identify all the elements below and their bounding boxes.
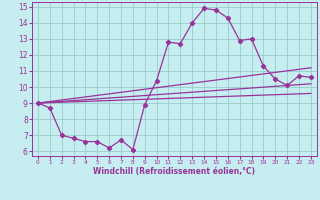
X-axis label: Windchill (Refroidissement éolien,°C): Windchill (Refroidissement éolien,°C) (93, 167, 255, 176)
